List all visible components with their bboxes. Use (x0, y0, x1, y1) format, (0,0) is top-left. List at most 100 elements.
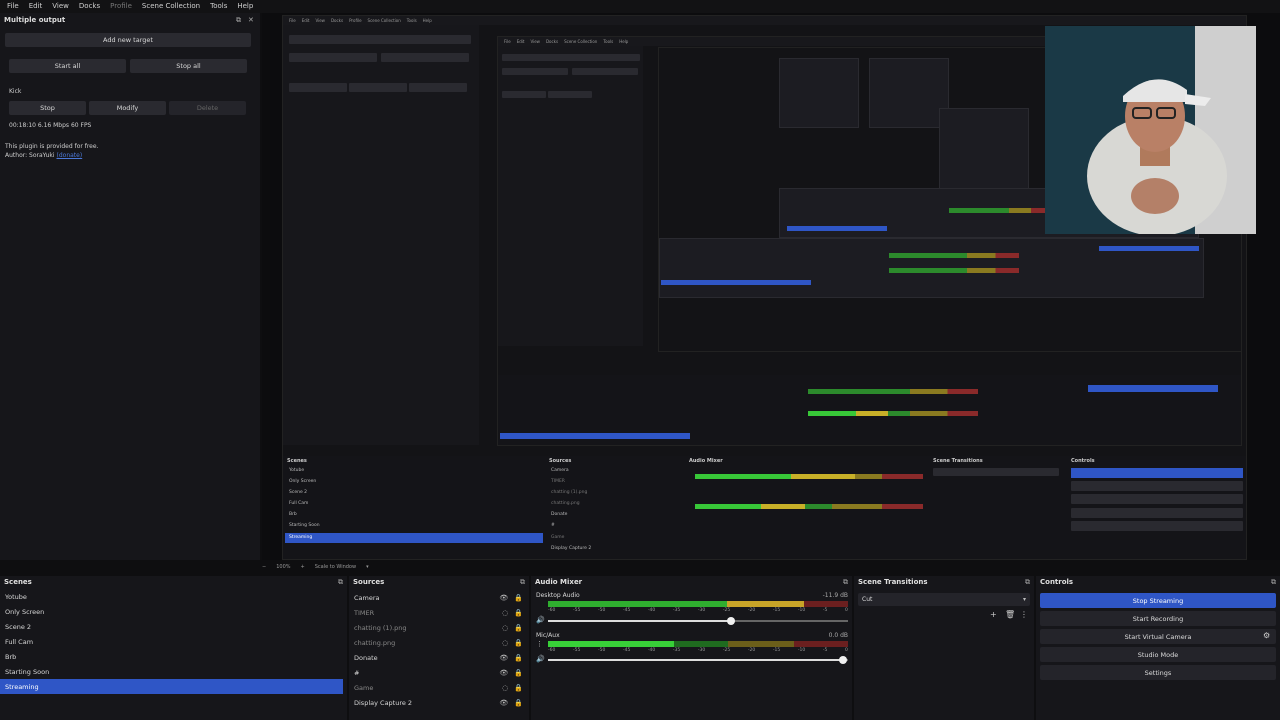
lock-icon[interactable]: 🔒 (514, 638, 523, 647)
scene-transitions-dock: Scene Transitions ⧉ Cut ▾ + 🗑 ⋮ (854, 576, 1034, 720)
settings-dots-icon[interactable]: ⋮ (536, 640, 543, 648)
source-item[interactable]: chatting.png ◌ 🔒 (349, 635, 529, 650)
lock-icon[interactable]: 🔒 (514, 668, 523, 677)
start-recording-button[interactable]: Start Recording (1040, 611, 1276, 626)
source-name: chatting.png (354, 638, 396, 647)
source-item[interactable]: Donate 👁 🔒 (349, 650, 529, 665)
zoom-bar: − 100% + Scale to Window ▾ (262, 564, 369, 574)
webcam-feed (1045, 26, 1256, 234)
menu-tools[interactable]: Tools (210, 2, 228, 10)
controls-title: Controls (1040, 578, 1074, 586)
scenes-title: Scenes (4, 578, 32, 586)
modify-target-button[interactable]: Modify (89, 101, 166, 115)
nested-scenes-title: Scenes (287, 458, 307, 464)
scale-chevron-icon[interactable]: ▾ (366, 564, 369, 570)
delete-target-button[interactable]: Delete (169, 101, 246, 115)
lock-icon[interactable]: 🔒 (514, 623, 523, 632)
scenes-dock-float-icon[interactable]: ⧉ (338, 578, 343, 586)
source-name: Camera (354, 593, 380, 602)
mic-aux-meter (548, 641, 848, 647)
donate-link[interactable]: (donate) (56, 152, 83, 159)
nested-multiple-output (283, 25, 479, 445)
lock-icon[interactable]: 🔒 (514, 683, 523, 692)
sources-dock-float-icon[interactable]: ⧉ (520, 578, 525, 586)
sources-dock: Sources ⧉ Camera 👁 🔒 TIMER ◌ 🔒 chatting (1).… (349, 576, 529, 720)
stop-streaming-button[interactable]: Stop Streaming (1040, 593, 1276, 608)
transitions-dock-float-icon[interactable]: ⧉ (1025, 578, 1030, 586)
source-item[interactable]: Display Capture 2 👁 🔒 (349, 695, 529, 710)
source-item[interactable]: # 👁 🔒 (349, 665, 529, 680)
scene-item[interactable]: Only Screen (5, 607, 45, 616)
eye-icon[interactable]: 👁 (499, 653, 509, 662)
menu-view[interactable]: View (52, 2, 69, 10)
desktop-audio-level (548, 601, 804, 607)
mic-aux-slider-knob[interactable] (839, 656, 847, 664)
scene-item[interactable]: Full Cam (5, 637, 34, 646)
scene-item[interactable]: Yotube (5, 592, 27, 601)
add-target-button[interactable]: Add new target (5, 33, 251, 47)
author-line: Author: SoraYuki (donate) (5, 152, 82, 159)
scene-item[interactable]: Starting Soon (5, 667, 50, 676)
source-item[interactable]: chatting (1).png ◌ 🔒 (349, 620, 529, 635)
start-all-button[interactable]: Start all (9, 59, 126, 73)
audio-mixer-title: Audio Mixer (535, 578, 583, 586)
controls-dock-float-icon[interactable]: ⧉ (1271, 578, 1276, 586)
audio-mixer-dock: Audio Mixer ⧉ Desktop Audio -11.9 dB -60… (531, 576, 852, 720)
nested-mixer-title: Audio Mixer (689, 458, 723, 464)
mixer-dock-float-icon[interactable]: ⧉ (843, 578, 848, 586)
mic-aux-scale: -60 -55 -50 -45 -40 -35 -30 -25 -20 -15 -10 -5 0 (548, 648, 848, 653)
menu-help[interactable]: Help (237, 2, 254, 10)
source-item[interactable]: Camera 👁 🔒 (349, 590, 529, 605)
zoom-in-icon[interactable]: + (300, 564, 305, 570)
menu-edit[interactable]: Edit (28, 2, 43, 10)
desktop-audio-label: Desktop Audio (536, 592, 580, 599)
virtual-camera-settings-gear-icon[interactable]: ⚙ (1263, 631, 1271, 640)
eye-off-icon[interactable]: ◌ (502, 623, 509, 632)
nested-transitions-title: Scene Transitions (933, 458, 983, 464)
settings-button[interactable]: Settings (1040, 665, 1276, 680)
eye-off-icon[interactable]: ◌ (502, 683, 509, 692)
menu-file[interactable]: File (7, 2, 19, 10)
float-dock-icon[interactable]: ⧉ (236, 16, 241, 24)
eye-icon[interactable]: 👁 (499, 698, 509, 707)
stop-target-button[interactable]: Stop (9, 101, 86, 115)
close-dock-icon[interactable]: ✕ (248, 16, 254, 24)
eye-icon[interactable]: 👁 (499, 668, 509, 677)
transition-select[interactable]: Cut ▾ (858, 593, 1030, 606)
transition-menu-icon[interactable]: ⋮ (1020, 610, 1028, 619)
mic-aux-label: Mic/Aux (536, 632, 560, 639)
target-status: 00:18:10 6.16 Mbps 60 FPS (9, 122, 92, 129)
start-virtual-camera-button[interactable]: Start Virtual Camera (1040, 629, 1276, 644)
preview-canvas[interactable]: File Edit View Docks Profile Scene Collection… (262, 13, 1280, 560)
eye-off-icon[interactable]: ◌ (502, 638, 509, 647)
menu-scene-collection[interactable]: Scene Collection (141, 2, 201, 10)
lock-icon[interactable]: 🔒 (514, 698, 523, 707)
menu-docks[interactable]: Docks (78, 2, 101, 10)
desktop-audio-db: -11.9 dB (822, 592, 848, 599)
desktop-audio-scale: -60 -55 -50 -45 -40 -35 -30 -25 -20 -15 -10 -5 0 (548, 608, 848, 613)
sources-title: Sources (353, 578, 385, 586)
lock-icon[interactable]: 🔒 (514, 653, 523, 662)
eye-icon[interactable]: 👁 (499, 593, 509, 602)
studio-mode-button[interactable]: Studio Mode (1040, 647, 1276, 662)
stop-all-button[interactable]: Stop all (130, 59, 247, 73)
lock-icon[interactable]: 🔒 (514, 608, 523, 617)
delete-transition-icon[interactable]: 🗑 (1005, 610, 1016, 619)
speaker-icon[interactable]: 🔊 (536, 616, 545, 624)
source-name: TIMER (354, 608, 375, 617)
source-name: Game (354, 683, 374, 692)
scene-item-selected[interactable]: Streaming (0, 679, 343, 694)
source-item[interactable]: TIMER ◌ 🔒 (349, 605, 529, 620)
menu-profile[interactable]: Profile (110, 2, 132, 10)
speaker-icon[interactable]: 🔊 (536, 655, 545, 663)
add-transition-icon[interactable]: + (990, 610, 997, 619)
eye-off-icon[interactable]: ◌ (502, 608, 509, 617)
lock-icon[interactable]: 🔒 (514, 593, 523, 602)
scene-item[interactable]: Scene 2 (5, 622, 32, 631)
zoom-out-icon[interactable]: − (262, 564, 267, 570)
source-item[interactable]: Game ◌ 🔒 (349, 680, 529, 695)
desktop-audio-slider-knob[interactable] (727, 617, 735, 625)
person-figure (1045, 26, 1256, 234)
scene-item[interactable]: Brb (5, 652, 17, 661)
scale-select[interactable]: Scale to Window (314, 564, 357, 570)
